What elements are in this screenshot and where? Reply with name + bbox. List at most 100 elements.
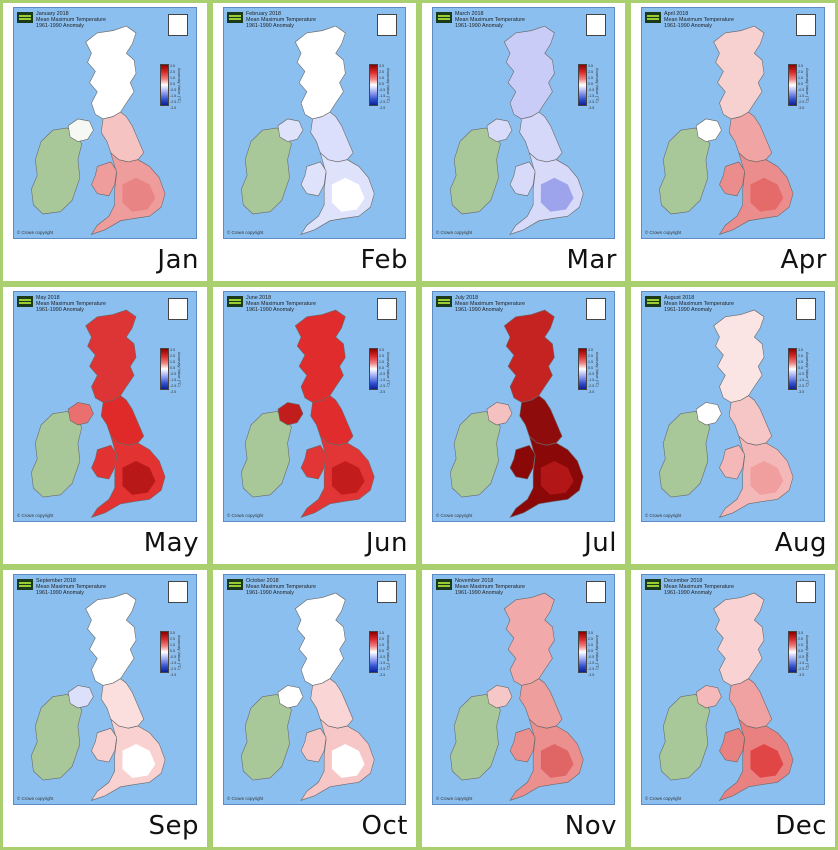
copyright-text: © Crown copyright (227, 230, 264, 235)
legend-tick-label: -2.5 (379, 667, 386, 671)
map-header-line: Mean Maximum Temperature (36, 301, 107, 308)
anomaly-map: May 2018 Mean Maximum Temperature 1961-199… (13, 291, 197, 522)
legend-tick-label: -0.5 (588, 88, 595, 92)
region-north (100, 111, 145, 163)
legend-tick-label: 2.5 (170, 70, 175, 74)
legend-tick-label: -3.5 (379, 390, 386, 394)
copyright-text: © Crown copyright (17, 796, 54, 801)
legend-tick-label: 0.5 (379, 366, 384, 370)
panel-frame: March 2018 Mean Maximum Temperature 1961-1… (419, 0, 628, 284)
anomaly-map: February 2018 Mean Maximum Temperature 196… (223, 7, 406, 239)
met-office-logo (436, 579, 452, 590)
legend-tick-label: -0.5 (379, 372, 386, 376)
legend-tick-label: -0.5 (170, 88, 177, 92)
copyright-text: © Crown copyright (17, 230, 54, 235)
map-header-line: Mean Maximum Temperature (36, 584, 107, 591)
region-ireland (659, 694, 711, 781)
met-office-logo (645, 12, 661, 23)
legend-color-bar (160, 348, 169, 390)
anomaly-map: July 2018 Mean Maximum Temperature 1961-19… (432, 291, 615, 522)
uk-map-svg (241, 309, 375, 518)
legend-tick-label: 3.5 (588, 64, 593, 68)
month-label: May (143, 528, 199, 558)
legend-tick-label: -2.5 (170, 100, 177, 104)
legend-tick-label: -2.5 (170, 384, 177, 388)
copyright-text: © Crown copyright (227, 513, 264, 518)
copyright-text: © Crown copyright (436, 796, 473, 801)
legend-tick-label: -0.5 (170, 372, 177, 376)
legend-tick-label: 1.5 (588, 76, 593, 80)
legend-tick-label: 3.5 (170, 631, 175, 635)
copyright-text: © Crown copyright (436, 230, 473, 235)
anomaly-map: November 2018 Mean Maximum Temperature 196… (432, 574, 615, 805)
shetland-inset (168, 581, 188, 603)
legend-tick-label: -2.5 (379, 100, 386, 104)
legend-tick-label: -3.5 (379, 673, 386, 677)
met-office-logo (227, 12, 243, 23)
legend-tick-label: 3.5 (379, 64, 384, 68)
legend-tick-label: -1.5 (170, 94, 177, 98)
region-hot (331, 177, 365, 212)
legend-tick-label: -1.5 (798, 94, 805, 98)
region-north (519, 111, 563, 163)
map-header-line: 1961-1990 Anomaly (455, 307, 503, 314)
map-header: August 2018 Mean Maximum Temperature 1961-… (664, 295, 734, 314)
legend-tick-label: -3.5 (588, 390, 595, 394)
map-header: January 2018 Mean Maximum Temperature 1961… (36, 11, 106, 30)
legend-tick-label: -1.5 (379, 94, 386, 98)
region-wales (91, 161, 117, 197)
region-scotland (713, 309, 765, 403)
map-header-line: 1961-1990 Anomaly (455, 590, 503, 597)
legend-tick-label: -1.5 (798, 661, 805, 665)
legend-tick-label: 0.5 (170, 649, 175, 653)
map-header-line: Mean Maximum Temperature (455, 584, 526, 591)
shetland-inset (377, 298, 397, 320)
legend-ticks: 3.5 2.5 1.5 0.5 -0.5 -1.5 -2.5 -3.5 (588, 63, 594, 111)
map-header: May 2018 Mean Maximum Temperature 1961-199… (36, 295, 106, 314)
legend-tick-label: -0.5 (379, 655, 386, 659)
map-header-line: 1961-1990 Anomaly (36, 23, 84, 30)
legend-ticks: 3.5 2.5 1.5 0.5 -0.5 -1.5 -2.5 -3.5 (798, 630, 804, 678)
legend-tick-label: 0.5 (588, 649, 593, 653)
legend-tick-label: 3.5 (798, 631, 803, 635)
uk-map-svg (450, 309, 584, 518)
region-north (728, 678, 773, 729)
legend-color-bar (369, 631, 378, 673)
legend-tick-label: 2.5 (798, 637, 803, 641)
anomaly-map: August 2018 Mean Maximum Temperature 1961-… (641, 291, 825, 522)
legend-tick-label: 0.5 (588, 366, 593, 370)
region-wales (719, 444, 745, 480)
legend-tick-label: -3.5 (170, 673, 177, 677)
month-label: Sep (148, 811, 199, 841)
region-ni (486, 402, 513, 426)
month-label: Oct (361, 811, 408, 841)
panel-frame: February 2018 Mean Maximum Temperature 196… (210, 0, 419, 284)
map-header: April 2018 Mean Maximum Temperature 1961-1… (664, 11, 734, 30)
legend-ticks: 3.5 2.5 1.5 0.5 -0.5 -1.5 -2.5 -3.5 (588, 347, 594, 395)
copyright-text: © Crown copyright (645, 513, 682, 518)
legend-ticks: 3.5 2.5 1.5 0.5 -0.5 -1.5 -2.5 -3.5 (798, 347, 804, 395)
map-header-line: Mean Maximum Temperature (455, 301, 526, 308)
legend-color-bar (578, 631, 587, 673)
map-header-line: 1961-1990 Anomaly (246, 23, 294, 30)
map-header: February 2018 Mean Maximum Temperature 196… (246, 11, 316, 30)
region-ireland (450, 127, 501, 215)
legend-tick-label: -3.5 (588, 673, 595, 677)
legend-tick-label: 1.5 (798, 76, 803, 80)
map-header-line: 1961-1990 Anomaly (246, 590, 294, 597)
legend-units: Anomaly Value (°C) (595, 352, 600, 387)
panel-frame: January 2018 Mean Maximum Temperature 1961… (0, 0, 210, 284)
uk-map-svg (659, 592, 794, 801)
panel-frame: October 2018 Mean Maximum Temperature 1961… (210, 567, 419, 850)
met-office-logo (436, 12, 452, 23)
anomaly-map: September 2018 Mean Maximum Temperature 19… (13, 574, 197, 805)
legend-tick-label: 0.5 (798, 366, 803, 370)
legend-tick-label: 3.5 (379, 631, 384, 635)
panel-frame: December 2018 Mean Maximum Temperature 196… (628, 567, 838, 850)
map-header-line: January 2018 (36, 11, 69, 17)
region-scotland (713, 592, 765, 686)
region-wales (300, 444, 327, 480)
uk-map-svg (31, 25, 166, 235)
region-scotland (85, 309, 137, 403)
panel-frame: April 2018 Mean Maximum Temperature 1961-1… (628, 0, 838, 284)
